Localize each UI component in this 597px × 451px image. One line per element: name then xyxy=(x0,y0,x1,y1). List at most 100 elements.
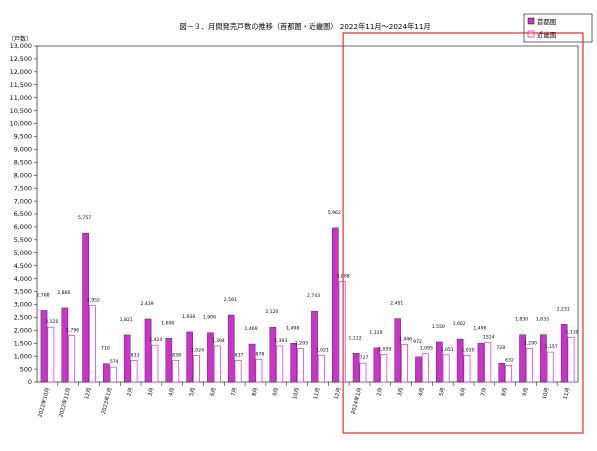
data-label-kinkiken: 1524 xyxy=(483,335,495,341)
bar-kinkiken xyxy=(505,365,513,383)
bar-kinkiken xyxy=(401,344,408,383)
legend-swatch-kinkiken xyxy=(527,30,535,38)
legend-label-shutoken: 首都圏 xyxy=(537,17,556,26)
bar-kinkiken xyxy=(338,281,346,383)
data-label-kinkiken: 878 xyxy=(255,351,264,357)
data-label-kinkiken: 1,290 xyxy=(524,341,537,347)
data-label-kinkiken: 1,394 xyxy=(212,338,225,344)
category-label: 6月 xyxy=(458,387,467,397)
data-label-kinkiken: 2,120 xyxy=(45,319,58,325)
data-label-shutoken: 1,550 xyxy=(432,324,445,330)
data-label-shutoken: 2,439 xyxy=(140,301,153,307)
y-tick-label: 500 xyxy=(20,365,32,373)
data-label-shutoken: 2,231 xyxy=(557,306,570,312)
data-label-kinkiken: 1,024 xyxy=(191,348,204,354)
category-label: 11月 xyxy=(312,387,322,400)
data-label-shutoken: 2,768 xyxy=(36,292,49,298)
bar-kinkiken xyxy=(151,344,159,383)
bar-shutoken xyxy=(165,338,173,383)
legend: 首都圏 近畿圏 xyxy=(523,13,593,43)
bar-kinkiken xyxy=(525,348,533,383)
data-label-kinkiken: 1,424 xyxy=(149,337,162,343)
y-tick-label: 12,500 xyxy=(10,55,32,63)
y-tick-label: 1,000 xyxy=(14,352,32,360)
legend-swatch-shutoken xyxy=(527,17,535,25)
category-label: 2月 xyxy=(126,387,135,397)
category-label: 9月 xyxy=(521,387,530,397)
data-label-kinkiken: 833 xyxy=(131,352,140,358)
bar-kinkiken xyxy=(193,355,200,383)
y-tick-label: 12,000 xyxy=(10,68,32,76)
y-tick-label: 1,500 xyxy=(14,339,32,347)
y-tick-label: 10,000 xyxy=(10,120,32,128)
data-label-kinkiken: 1,796 xyxy=(66,328,79,334)
data-label-shutoken: 710 xyxy=(101,346,110,352)
category-label: 3月 xyxy=(396,387,405,397)
data-label-kinkiken: 1,393 xyxy=(274,338,287,344)
category-label: 5月 xyxy=(188,387,197,397)
data-label-shutoken: 1,906 xyxy=(203,315,216,321)
y-tick-label: 9,000 xyxy=(14,146,32,154)
data-label-kinkiken: 1,021 xyxy=(316,348,329,354)
highlight-box xyxy=(342,32,584,434)
bar-shutoken xyxy=(227,314,235,383)
bar-shutoken xyxy=(332,227,339,383)
category-label: 4月 xyxy=(417,387,426,397)
data-label-shutoken: 1,830 xyxy=(515,317,528,323)
data-label-shutoken: 2,743 xyxy=(307,293,320,299)
bar-kinkiken xyxy=(255,358,263,383)
bar-kinkiken xyxy=(463,355,471,383)
category-label: 2月 xyxy=(375,387,384,397)
y-axis-unit-label: （戸数） xyxy=(8,35,32,43)
bar-shutoken xyxy=(436,341,443,383)
data-label-shutoken: 1,662 xyxy=(453,321,466,327)
bar-kinkiken xyxy=(442,354,450,383)
data-label-shutoken: 1,833 xyxy=(536,317,549,323)
data-label-kinkiken: 838 xyxy=(172,352,181,358)
data-label-kinkiken: 1,059 xyxy=(378,347,391,353)
category-label: 7月 xyxy=(230,387,239,397)
bar-shutoken xyxy=(477,343,485,383)
data-label-shutoken: 1,498 xyxy=(286,325,299,331)
y-tick-label: 5,000 xyxy=(14,249,32,257)
data-label-kinkiken: 1,051 xyxy=(441,347,454,353)
y-tick-label: 11,000 xyxy=(10,94,32,102)
y-tick-label: 7,000 xyxy=(14,197,32,205)
data-label-shutoken: 1,821 xyxy=(120,317,133,323)
y-tick-label: 7,500 xyxy=(14,184,32,192)
bar-shutoken xyxy=(560,324,568,383)
bar-kinkiken xyxy=(546,351,554,383)
bar-kinkiken xyxy=(297,348,304,383)
bar-kinkiken xyxy=(484,342,492,383)
data-label-shutoken: 1,319 xyxy=(369,330,382,336)
category-label: 10月 xyxy=(291,387,301,400)
bar-shutoken xyxy=(498,362,506,383)
data-label-kinkiken: 1,095 xyxy=(420,346,433,352)
bar-kinkiken xyxy=(421,353,429,383)
bar-kinkiken xyxy=(109,366,117,383)
y-tick-label: 9,500 xyxy=(14,133,32,141)
data-label-shutoken: 2,451 xyxy=(390,301,403,307)
bar-shutoken xyxy=(207,332,214,383)
category-label: 8月 xyxy=(500,387,509,397)
legend-label-kinkiken: 近畿圏 xyxy=(537,30,556,39)
bar-shutoken xyxy=(456,338,464,383)
y-tick-label: 3,000 xyxy=(14,301,32,309)
data-label-kinkiken: 574 xyxy=(110,359,119,365)
data-label-kinkiken: 632 xyxy=(505,358,514,364)
data-label-kinkiken: 1,030 xyxy=(461,347,474,353)
y-tick-label: 8,000 xyxy=(14,171,32,179)
data-label-kinkiken: 1,130 xyxy=(565,329,578,335)
data-label-shutoken: 2,866 xyxy=(57,290,70,296)
y-tick-label: 11,500 xyxy=(10,81,32,89)
bar-shutoken xyxy=(290,343,297,383)
chart-title: 図－３．月間発売戸数の推移（首都圏・近畿圏） 2022年11月～2024年11月 xyxy=(179,22,430,31)
data-label-kinkiken: 727 xyxy=(360,355,369,361)
data-label-shutoken: 5,757 xyxy=(78,215,91,221)
bar-shutoken xyxy=(61,307,69,383)
data-label-kinkiken: 1,293 xyxy=(295,341,308,347)
data-label-shutoken: 2,120 xyxy=(265,309,278,315)
y-tick-label: 5,500 xyxy=(14,236,32,244)
